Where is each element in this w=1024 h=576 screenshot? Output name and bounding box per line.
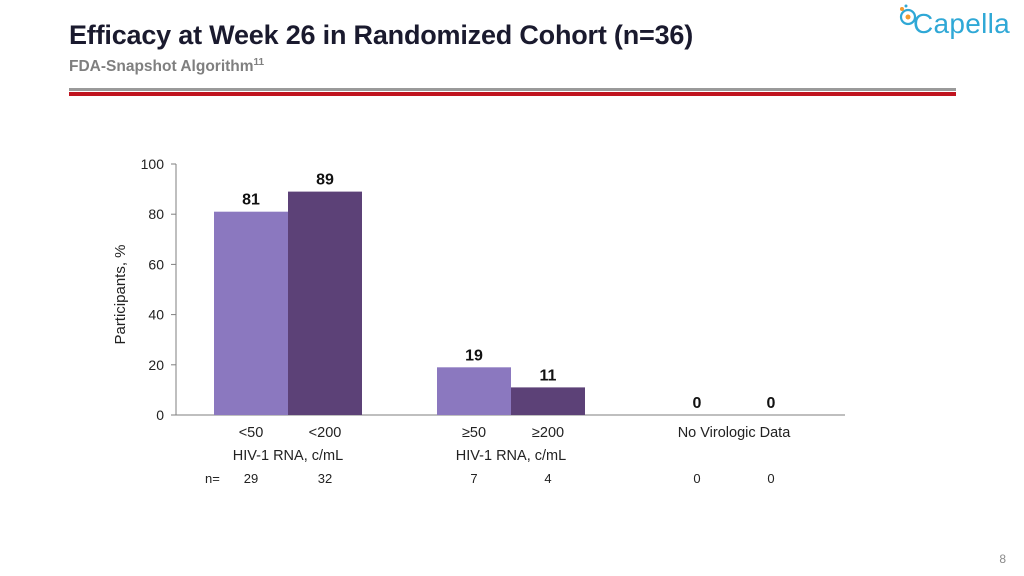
data-label: 81	[242, 192, 260, 209]
bar-category-label: ≥50	[462, 425, 486, 441]
data-label: 0	[767, 395, 776, 412]
page-number: 8	[999, 552, 1006, 566]
bar-category-label: <200	[309, 425, 342, 441]
bar-g2-1	[437, 367, 511, 415]
capella-logo: Capella	[896, 2, 1020, 44]
slide-subtitle: FDA-Snapshot Algorithm11	[69, 57, 264, 76]
data-label: 19	[465, 347, 483, 364]
group-category-label: HIV-1 RNA, c/mL	[233, 448, 343, 464]
y-axis-title: Participants, %	[112, 244, 129, 344]
bar-g1-2	[288, 191, 362, 415]
subtitle-text: FDA-Snapshot Algorithm	[69, 58, 254, 76]
y-tick-label: 20	[148, 357, 164, 373]
header-rule-gray	[69, 88, 956, 91]
capella-logo-icon	[899, 4, 917, 26]
n-value-label: 7	[470, 471, 477, 486]
bar-g1-1	[214, 211, 288, 415]
n-value-label: 4	[544, 471, 551, 486]
y-tick-label: 0	[156, 407, 164, 423]
n-value-label: 29	[244, 471, 258, 486]
data-label: 11	[540, 367, 557, 384]
slide-title: Efficacy at Week 26 in Randomized Cohort…	[69, 20, 694, 50]
y-tick-label: 40	[148, 307, 164, 323]
n-value-label: 0	[767, 471, 774, 486]
y-tick-label: 60	[148, 256, 164, 272]
subtitle-reference: 11	[253, 57, 265, 68]
data-label: 89	[316, 172, 334, 189]
y-tick-label: 80	[148, 206, 164, 222]
header-rule-red	[69, 92, 956, 96]
group-category-label: HIV-1 RNA, c/mL	[456, 448, 566, 464]
capella-logo-text: Capella	[913, 8, 1011, 39]
y-tick-label: 100	[141, 156, 165, 172]
group-category-label: No Virologic Data	[678, 425, 792, 441]
bar-category-label: <50	[239, 425, 264, 441]
n-value-label: 32	[318, 471, 332, 486]
bar-category-label: ≥200	[532, 425, 564, 441]
data-label: 0	[693, 395, 702, 412]
bar-g2-2	[511, 387, 585, 415]
n-prefix-label: n=	[205, 471, 220, 486]
n-value-label: 0	[693, 471, 700, 486]
